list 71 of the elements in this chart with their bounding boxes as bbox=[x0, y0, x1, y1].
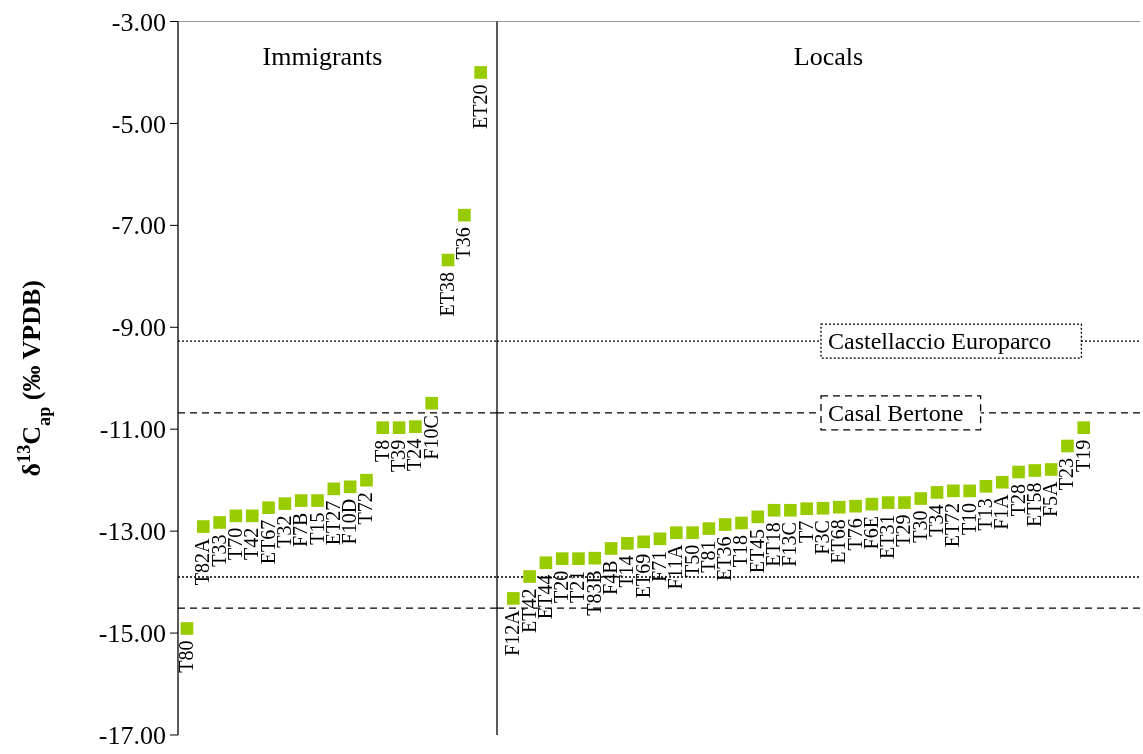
point bbox=[311, 494, 324, 507]
point bbox=[523, 570, 536, 583]
point bbox=[865, 497, 879, 511]
point bbox=[180, 622, 194, 635]
point bbox=[360, 473, 373, 487]
point bbox=[294, 494, 308, 507]
x-tick-label: ET38 bbox=[436, 272, 459, 317]
point bbox=[572, 552, 585, 565]
x-tick-label: T80 bbox=[174, 640, 197, 673]
point bbox=[995, 475, 1009, 489]
y-tick-label: -9.00 bbox=[111, 313, 166, 343]
point bbox=[1012, 465, 1025, 479]
x-tick-label: ET20 bbox=[468, 84, 491, 129]
point bbox=[637, 535, 651, 549]
point bbox=[213, 516, 226, 529]
point bbox=[735, 516, 748, 530]
point bbox=[555, 552, 569, 565]
point bbox=[653, 532, 667, 546]
point bbox=[930, 486, 944, 499]
text: Immigrants bbox=[262, 42, 383, 71]
point bbox=[343, 480, 357, 494]
point bbox=[898, 496, 911, 509]
point bbox=[702, 522, 716, 535]
point bbox=[506, 592, 520, 605]
y-tick-label: -7.00 bbox=[111, 211, 166, 241]
point bbox=[669, 526, 683, 539]
point bbox=[441, 253, 455, 267]
point bbox=[1061, 439, 1074, 453]
point bbox=[425, 396, 439, 410]
point bbox=[1044, 463, 1058, 476]
point bbox=[947, 484, 960, 498]
point bbox=[784, 503, 797, 517]
point bbox=[963, 484, 976, 498]
point bbox=[262, 501, 275, 515]
y-tick-label: -11.00 bbox=[99, 415, 166, 445]
point bbox=[914, 492, 928, 505]
point bbox=[458, 208, 471, 222]
point bbox=[604, 542, 618, 555]
point bbox=[474, 66, 488, 79]
point bbox=[1077, 421, 1091, 435]
y-tick-label: -15.00 bbox=[98, 619, 166, 649]
point bbox=[881, 496, 895, 509]
point bbox=[816, 501, 830, 515]
point bbox=[376, 421, 390, 435]
point bbox=[686, 526, 699, 539]
point bbox=[767, 503, 781, 517]
y-tick-label: -17.00 bbox=[98, 721, 166, 751]
point bbox=[229, 509, 243, 523]
point bbox=[751, 510, 765, 524]
point bbox=[832, 500, 846, 514]
ref-line-label: Castellaccio Europarco bbox=[828, 328, 1052, 355]
point bbox=[409, 420, 422, 433]
point bbox=[278, 497, 292, 510]
y-tick-label: -13.00 bbox=[98, 517, 166, 547]
point bbox=[196, 520, 210, 533]
text: Locals bbox=[793, 42, 864, 71]
point bbox=[539, 556, 553, 570]
point bbox=[588, 551, 602, 565]
point bbox=[621, 537, 634, 550]
ref-line-label: Casal Bertone bbox=[828, 399, 964, 426]
y-tick-label: -5.00 bbox=[111, 109, 166, 139]
point bbox=[245, 509, 259, 523]
x-tick-label: T36 bbox=[452, 227, 475, 260]
point bbox=[718, 518, 732, 531]
point bbox=[1028, 464, 1042, 477]
point bbox=[849, 499, 862, 513]
point bbox=[392, 421, 406, 435]
point bbox=[327, 482, 341, 496]
point bbox=[979, 479, 993, 493]
point bbox=[800, 502, 814, 516]
y-tick-label: -3.00 bbox=[111, 7, 166, 37]
